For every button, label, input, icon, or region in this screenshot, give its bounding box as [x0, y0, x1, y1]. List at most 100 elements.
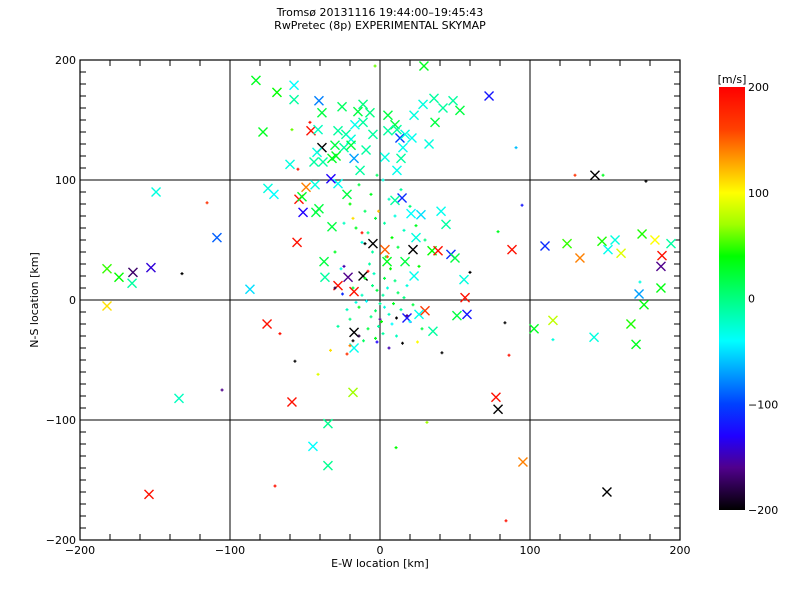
- x-marker: [364, 107, 375, 118]
- x-marker: [151, 187, 162, 197]
- x-marker: [367, 129, 378, 140]
- x-marker: [547, 315, 558, 326]
- dot-marker: [394, 446, 398, 450]
- x-marker: [433, 245, 444, 256]
- x-marker: [327, 221, 337, 232]
- x-marker: [343, 272, 354, 283]
- dot-marker: [278, 332, 282, 336]
- x-marker: [448, 95, 459, 106]
- x-marker: [333, 178, 343, 189]
- x-marker: [634, 289, 645, 299]
- x-marker: [352, 106, 363, 117]
- x-marker: [325, 173, 336, 184]
- x-marker: [427, 326, 438, 337]
- dot-marker: [351, 216, 355, 220]
- x-marker: [309, 157, 319, 167]
- dot-marker: [408, 204, 412, 208]
- x-marker: [319, 256, 330, 267]
- dot-marker: [365, 299, 368, 303]
- x-marker: [271, 87, 282, 98]
- dot-marker: [360, 240, 364, 244]
- dot-marker: [374, 216, 377, 220]
- colorbar-tick-label: 100: [748, 187, 769, 200]
- x-marker: [250, 75, 261, 86]
- dot-marker: [357, 305, 361, 309]
- x-marker: [349, 153, 360, 164]
- x-marker: [460, 292, 471, 303]
- dot-marker: [408, 320, 412, 324]
- x-marker: [114, 272, 124, 283]
- x-marker: [603, 244, 613, 255]
- dot-marker: [383, 305, 386, 309]
- x-marker: [415, 209, 426, 220]
- dot-marker: [374, 309, 377, 313]
- y-tick-label: −100: [46, 414, 76, 427]
- dot-marker: [414, 224, 418, 228]
- x-marker: [400, 129, 411, 140]
- dot-marker: [357, 334, 361, 338]
- dot-marker: [345, 308, 349, 312]
- dot-marker: [387, 197, 391, 201]
- x-marker: [211, 232, 222, 243]
- x-marker: [333, 125, 343, 136]
- x-marker: [649, 235, 660, 245]
- x-marker: [451, 310, 462, 321]
- x-marker: [424, 139, 435, 149]
- x-marker: [382, 256, 393, 267]
- chart-subtitle: RwPretec (8p) EXPERIMENTAL SKYMAP: [274, 19, 486, 32]
- x-marker: [507, 244, 517, 255]
- dot-marker: [369, 192, 373, 196]
- dot-marker: [417, 264, 421, 268]
- x-marker: [601, 487, 612, 497]
- x-marker: [429, 93, 439, 104]
- plot-frame: [79, 59, 681, 541]
- x-marker: [529, 323, 540, 334]
- x-marker: [358, 99, 369, 110]
- x-marker: [639, 299, 649, 310]
- dot-marker: [342, 264, 346, 268]
- x-marker: [318, 157, 328, 167]
- x-marker: [144, 489, 154, 500]
- x-marker: [574, 253, 585, 263]
- dot-marker: [420, 327, 424, 331]
- x-marker: [349, 119, 360, 130]
- dot-marker: [329, 348, 332, 352]
- dot-marker: [351, 286, 355, 290]
- y-tick-label: −200: [46, 534, 76, 547]
- x-tick-label: 0: [377, 544, 384, 557]
- x-marker: [418, 61, 429, 71]
- dot-marker: [381, 332, 385, 336]
- dot-marker: [362, 339, 365, 343]
- dot-marker: [290, 128, 294, 132]
- dot-marker: [336, 324, 340, 328]
- x-marker: [145, 262, 156, 273]
- dot-marker: [390, 236, 394, 240]
- x-marker: [331, 151, 342, 161]
- x-marker: [616, 248, 627, 259]
- dot-marker: [393, 279, 397, 283]
- x-marker: [379, 152, 390, 163]
- dot-marker: [293, 359, 297, 363]
- dot-marker: [496, 230, 500, 234]
- x-marker: [414, 309, 424, 320]
- x-marker: [382, 125, 393, 136]
- dot-marker: [354, 226, 358, 230]
- x-marker: [657, 250, 667, 261]
- x-marker: [441, 219, 451, 230]
- dot-marker: [395, 316, 398, 320]
- x-marker: [102, 301, 112, 311]
- x-marker: [400, 256, 411, 267]
- x-marker: [358, 117, 369, 128]
- dot-marker: [383, 221, 386, 225]
- dot-marker: [375, 288, 379, 292]
- x-marker: [349, 343, 360, 353]
- dot-marker: [514, 146, 518, 150]
- colorbar-tick-label: 0: [748, 293, 755, 306]
- colorbar-label: [m/s]: [718, 73, 747, 86]
- x-marker: [298, 207, 309, 218]
- x-marker: [307, 441, 318, 452]
- x-marker: [322, 460, 333, 471]
- x-marker: [330, 140, 340, 151]
- x-marker: [391, 124, 402, 135]
- dot-marker: [373, 64, 377, 68]
